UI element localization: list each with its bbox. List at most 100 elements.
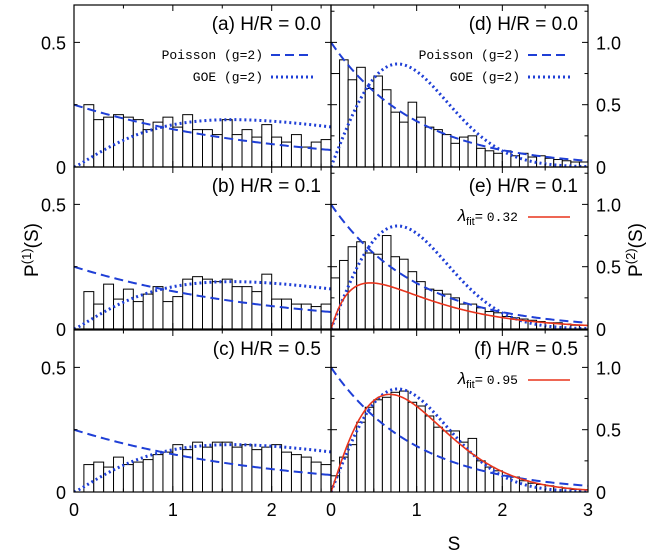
histogram-bar	[399, 121, 409, 167]
legend-fit-label: λfit= 0.95	[457, 369, 518, 391]
histogram-bar	[356, 66, 366, 167]
histogram-bar	[484, 466, 495, 492]
histogram-bar	[424, 415, 435, 492]
y-tick-label: 0.5	[41, 358, 66, 378]
histogram-bar	[347, 79, 358, 167]
histogram-bar	[331, 277, 341, 329]
panel-label-c: (c) H/R = 0.5	[213, 339, 321, 360]
y-tick-label: 0	[596, 483, 606, 503]
y-tick-label: 0	[56, 483, 66, 503]
histogram-bar	[331, 73, 341, 167]
histogram-bar	[202, 446, 213, 492]
histogram-bar	[83, 291, 95, 329]
histogram-bar	[433, 289, 443, 329]
histogram-bar	[192, 441, 204, 492]
histogram-bar	[142, 129, 154, 167]
histogram-bar	[162, 301, 174, 329]
panel-b: 0 0.5 (b) H/R = 0.1	[41, 166, 332, 340]
panel-label-b: (b) H/R = 0.1	[212, 176, 321, 197]
y-axis-label-left: P(1)(S)	[19, 223, 43, 277]
histogram-bar	[320, 464, 331, 492]
histogram-bar	[536, 155, 546, 167]
histogram-bar	[251, 291, 263, 329]
histogram-bar	[310, 461, 322, 492]
panel-content-a	[74, 103, 331, 167]
histogram-bar	[192, 276, 204, 329]
panel-label-a: (a) H/R = 0.0	[212, 14, 321, 35]
histogram-bar	[152, 454, 164, 492]
legend-fit-label: λfit= 0.32	[457, 206, 518, 228]
legend-goe-label: GOE (g=2)	[450, 70, 520, 85]
y-tick-label: 0	[596, 320, 606, 340]
histogram-bar	[467, 135, 478, 167]
panel-d: 0 0.5 1.0 (d) H/R = 0.0 Poisson (g=2) GOE (g=…	[330, 4, 621, 178]
histogram-bar	[407, 401, 418, 492]
y-tick-label: 0	[596, 158, 606, 178]
histogram-bar	[142, 459, 154, 492]
panel-content-c	[74, 428, 331, 492]
x-tick-label: 2	[497, 500, 507, 520]
fit-curve	[331, 282, 588, 329]
y-tick-label: 0.5	[596, 96, 621, 116]
histogram-bar	[424, 288, 435, 329]
histogram-bar	[300, 456, 312, 492]
histogram-bar	[83, 464, 95, 492]
histogram-bar	[162, 451, 174, 492]
histogram-bar	[441, 134, 452, 167]
histogram-bar	[152, 286, 164, 329]
y-tick-label: 0.5	[596, 258, 621, 278]
histogram-bar	[241, 129, 253, 167]
panel-label-e: (e) H/R = 0.1	[469, 176, 578, 197]
histogram-bar	[450, 297, 460, 329]
histogram-bar	[407, 101, 418, 167]
histogram-bar	[347, 444, 358, 492]
y-tick-label: 0.5	[596, 421, 621, 441]
histogram-bar	[103, 283, 115, 329]
histogram-bar	[182, 278, 194, 329]
poisson-curve	[74, 265, 331, 314]
histogram-bar	[221, 441, 233, 492]
histogram-bar	[231, 286, 243, 329]
fit-curve	[331, 393, 588, 492]
histogram-bar	[441, 430, 452, 492]
histogram-bar	[459, 303, 469, 329]
histogram-bar	[476, 460, 486, 492]
legend-goe-label: GOE (g=2)	[193, 70, 263, 85]
histogram-bar	[364, 87, 375, 167]
y-tick-label: 0	[56, 320, 66, 340]
histogram-bar	[373, 399, 383, 492]
histogram-bar	[390, 111, 401, 167]
histogram-bar	[202, 278, 213, 329]
histogram-bar	[467, 437, 478, 492]
y-tick-label: 0.5	[41, 195, 66, 215]
histogram-bar	[476, 307, 486, 329]
panel-label-f: (f) H/R = 0.5	[474, 339, 578, 360]
histogram-bar	[416, 405, 426, 492]
histogram-bar	[221, 278, 233, 329]
x-tick-label: 0	[69, 500, 79, 520]
histogram-bar	[103, 116, 115, 167]
histogram-bar	[381, 89, 392, 167]
panel-f: 0 0.5 1.0 0 1 2 3 (f) H/R = 0.5 λfit= 0.95	[326, 329, 621, 520]
histogram-bar	[132, 301, 144, 329]
x-tick-label: 3	[583, 500, 593, 520]
histogram-bar	[476, 147, 486, 167]
histogram-bar	[251, 449, 263, 492]
histogram-bar	[433, 129, 443, 167]
histogram-bar	[172, 444, 184, 492]
x-tick-label: 1	[412, 500, 422, 520]
histogram-bar	[433, 426, 443, 492]
histogram-bar	[281, 298, 292, 329]
histogram-bar	[364, 406, 375, 492]
histogram-bar	[93, 119, 105, 167]
histogram-bar	[399, 258, 409, 329]
histogram-bar	[152, 121, 164, 167]
panel-label-d: (d) H/R = 0.0	[469, 14, 578, 35]
histogram-bar	[231, 446, 243, 492]
y-tick-label: 1.0	[596, 358, 621, 378]
histogram-bar	[221, 119, 233, 167]
histogram-bar	[281, 451, 292, 492]
histogram-bar	[364, 252, 375, 329]
y-axis-label-right: P(2)(S)	[623, 223, 647, 277]
